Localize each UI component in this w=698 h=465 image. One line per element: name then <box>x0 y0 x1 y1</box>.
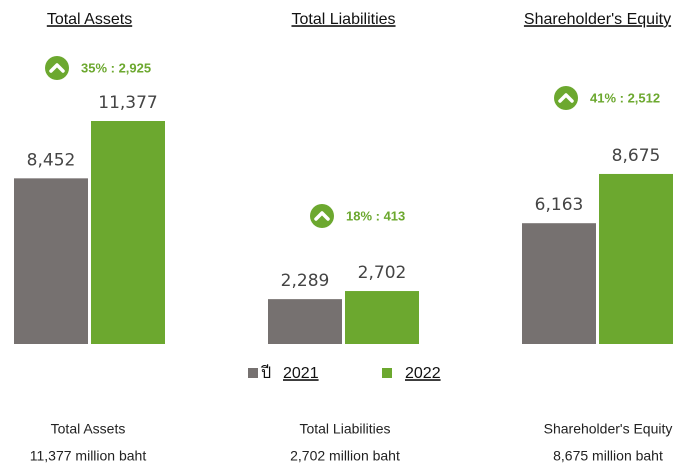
value-label: 8,452 <box>27 150 76 170</box>
caption-value: 11,377 million baht <box>30 448 147 464</box>
bar <box>345 291 419 344</box>
legend-swatch <box>248 368 258 378</box>
caption-label: Shareholder's Equity <box>544 421 673 437</box>
up-icon <box>554 86 578 110</box>
legend-label: 2022 <box>405 365 441 382</box>
value-label: 6,163 <box>535 195 584 215</box>
value-label: 2,702 <box>358 263 407 283</box>
legend-label: 2021 <box>283 365 319 382</box>
value-label: 2,289 <box>281 271 330 291</box>
up-chevron <box>558 93 574 103</box>
bar <box>599 173 673 344</box>
caption-label: Total Liabilities <box>299 421 390 437</box>
value-label: 8,675 <box>612 146 661 166</box>
annotation: 41% : 2,512 <box>590 90 660 105</box>
legend-swatch <box>382 368 392 378</box>
bar <box>14 178 88 344</box>
panel-title: Shareholder's Equity <box>524 11 671 28</box>
bar <box>268 299 342 344</box>
legend-prefix: ปี <box>261 364 272 382</box>
caption-value: 8,675 million baht <box>553 448 663 464</box>
up-chevron <box>314 211 330 221</box>
bar <box>91 121 165 344</box>
value-label: 11,377 <box>98 93 157 113</box>
up-chevron <box>49 63 65 73</box>
annotation: 35% : 2,925 <box>81 60 151 75</box>
panel-title: Total Liabilities <box>291 11 395 28</box>
caption-value: 2,702 million baht <box>290 448 400 464</box>
panel-title: Total Assets <box>47 11 132 28</box>
caption-label: Total Assets <box>51 421 126 437</box>
bar <box>522 223 596 344</box>
up-icon <box>45 56 69 80</box>
up-icon <box>310 204 334 228</box>
annotation: 18% : 413 <box>346 208 405 223</box>
